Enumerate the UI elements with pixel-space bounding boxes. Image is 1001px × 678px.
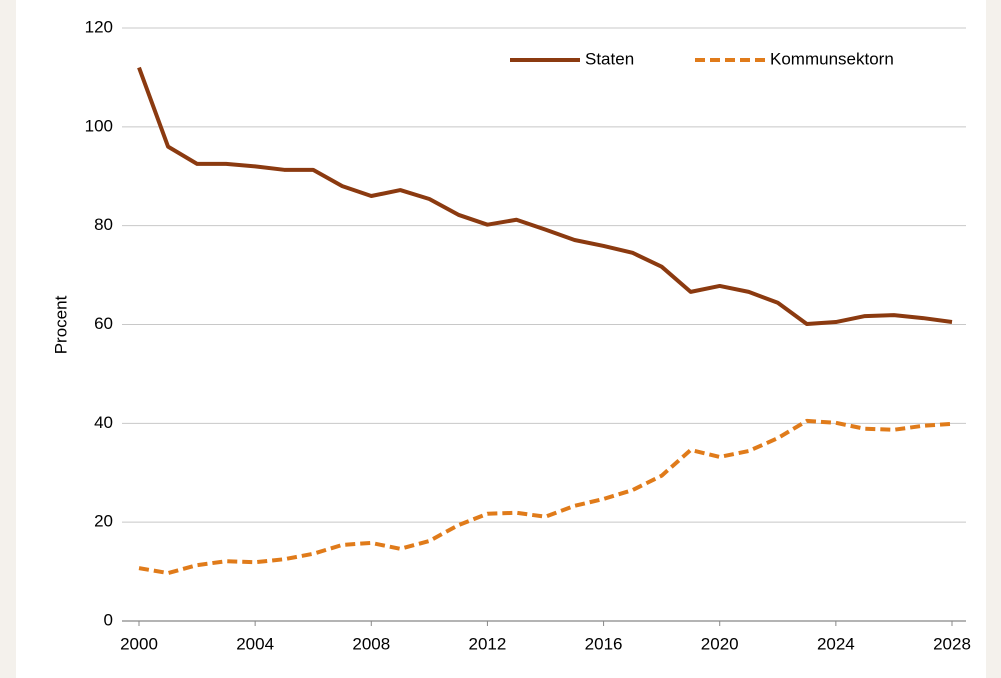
y-tick-label: 0 bbox=[104, 610, 113, 629]
y-tick-label: 80 bbox=[94, 215, 113, 234]
y-tick-label: 100 bbox=[85, 116, 113, 135]
x-tick-label: 2020 bbox=[701, 634, 739, 653]
chart-panel bbox=[16, 0, 986, 678]
x-tick-label: 2012 bbox=[469, 634, 507, 653]
series-line bbox=[138, 418, 953, 576]
x-tick-label: 2016 bbox=[585, 634, 623, 653]
x-tick-label: 2008 bbox=[352, 634, 390, 653]
y-tick-label: 40 bbox=[94, 413, 113, 432]
y-tick-label: 120 bbox=[85, 17, 113, 36]
x-tick-label: 2028 bbox=[933, 634, 971, 653]
legend-label: Kommunsektorn bbox=[770, 49, 894, 68]
y-tick-label: 60 bbox=[94, 314, 113, 333]
y-tick-label: 20 bbox=[94, 512, 113, 531]
x-tick-label: 2004 bbox=[236, 634, 274, 653]
legend-label: Staten bbox=[585, 49, 634, 68]
x-tick-label: 2024 bbox=[817, 634, 855, 653]
series-line bbox=[137, 66, 953, 327]
y-axis-label: Procent bbox=[51, 295, 70, 354]
x-tick-label: 2000 bbox=[120, 634, 158, 653]
